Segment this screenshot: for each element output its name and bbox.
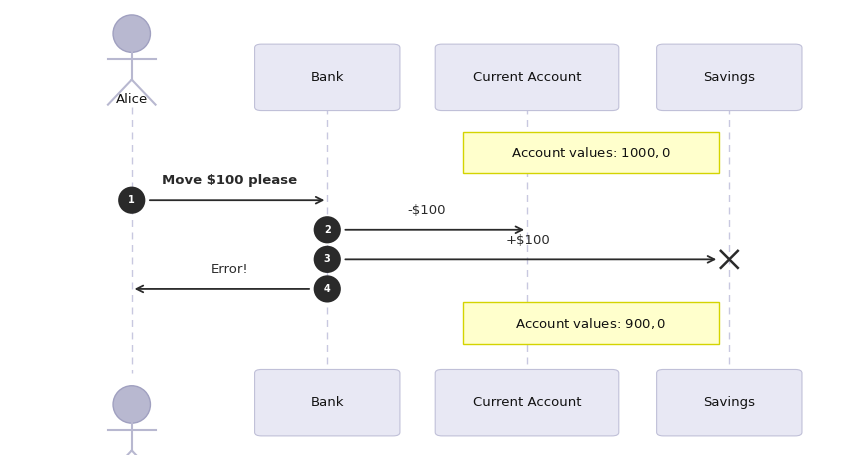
FancyBboxPatch shape xyxy=(462,132,718,173)
FancyBboxPatch shape xyxy=(254,44,400,111)
Text: 4: 4 xyxy=(324,284,331,294)
Text: Account values: $1000, $0: Account values: $1000, $0 xyxy=(511,145,671,160)
Text: 3: 3 xyxy=(324,254,331,264)
Text: -$100: -$100 xyxy=(408,204,446,217)
Text: Account values: $900, $0: Account values: $900, $0 xyxy=(515,316,666,330)
Ellipse shape xyxy=(113,15,150,52)
FancyBboxPatch shape xyxy=(435,369,619,436)
Text: 2: 2 xyxy=(324,225,331,235)
Text: Move $100 please: Move $100 please xyxy=(162,174,297,187)
Text: 1: 1 xyxy=(128,195,135,205)
Text: Bank: Bank xyxy=(310,71,344,84)
Text: Savings: Savings xyxy=(703,71,756,84)
FancyBboxPatch shape xyxy=(435,44,619,111)
Ellipse shape xyxy=(118,187,145,214)
Text: Error!: Error! xyxy=(211,263,248,276)
FancyBboxPatch shape xyxy=(462,303,718,344)
Text: Savings: Savings xyxy=(703,396,756,409)
Ellipse shape xyxy=(314,246,341,273)
FancyBboxPatch shape xyxy=(656,44,802,111)
FancyBboxPatch shape xyxy=(656,369,802,436)
Text: Bank: Bank xyxy=(310,396,344,409)
Text: Alice: Alice xyxy=(116,93,148,106)
FancyBboxPatch shape xyxy=(254,369,400,436)
Ellipse shape xyxy=(314,216,341,243)
Text: Current Account: Current Account xyxy=(473,396,581,409)
Text: +$100: +$100 xyxy=(506,233,551,247)
Ellipse shape xyxy=(113,386,150,423)
Text: Current Account: Current Account xyxy=(473,71,581,84)
Ellipse shape xyxy=(314,275,341,303)
